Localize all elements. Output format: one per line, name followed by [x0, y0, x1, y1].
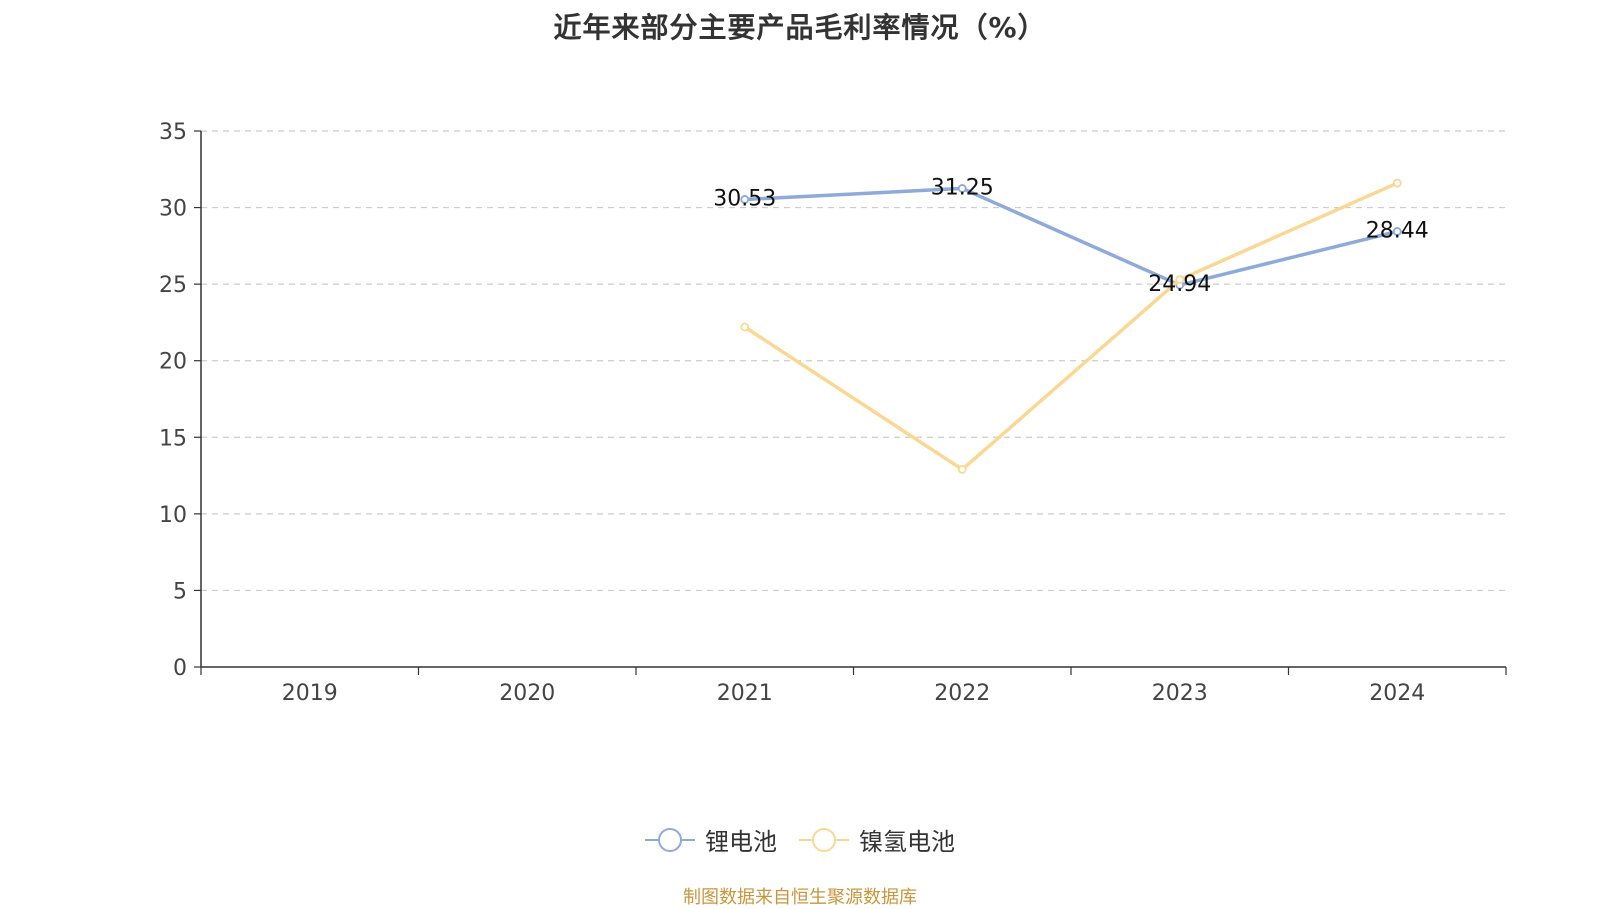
gridlines: [201, 130, 1506, 592]
y-tick-label: 35: [159, 120, 187, 145]
y-tick-label: 5: [173, 579, 187, 604]
y-tick-label: 0: [173, 656, 187, 681]
legend-item-lithium[interactable]: 锂电池: [645, 822, 777, 857]
y-tick-label: 10: [159, 503, 187, 528]
data-point: [1175, 275, 1185, 284]
y-tick-label: 25: [159, 273, 187, 298]
data-point: [957, 465, 967, 474]
x-tick-label: 2021: [717, 681, 773, 706]
data-label: 30.53: [713, 186, 776, 211]
y-tick-label: 20: [159, 350, 187, 375]
y-tick-label: 15: [159, 426, 187, 451]
legend-label: 镍氢电池: [859, 828, 955, 856]
data-point: [957, 184, 967, 193]
x-tick-label: 2019: [282, 681, 338, 706]
legend-line-circle-icon: [645, 827, 695, 852]
legend: 锂电池 镍氢电池: [0, 822, 1600, 857]
data-label: 31.25: [931, 175, 994, 200]
series-line: [743, 181, 1399, 472]
legend-label: 锂电池: [705, 828, 777, 856]
data-point: [740, 322, 750, 332]
series-line: [743, 186, 1399, 287]
data-point: [740, 195, 750, 204]
chart-title: 近年来部分主要产品毛利率情况（%）: [553, 11, 1047, 44]
source-note: 制图数据来自恒生聚源数据库: [683, 887, 917, 908]
legend-item-nimh[interactable]: 镍氢电池: [799, 822, 955, 857]
x-tick-label: 2022: [934, 681, 990, 706]
data-point: [1392, 227, 1402, 236]
y-tick-label: 30: [159, 197, 187, 222]
data-labels: 30.53 31.25 24.94 28.44: [713, 175, 1428, 297]
data-label: 28.44: [1366, 218, 1429, 243]
data-point: [1392, 178, 1402, 188]
x-tick-label: 2023: [1152, 681, 1208, 706]
series-lines: [740, 178, 1402, 474]
x-tick-label: 2024: [1369, 681, 1425, 706]
axes: 0 5 10 15 20 25 30 35 2019 2020 2021 2022 2023 2024: [159, 120, 1507, 706]
data-label: 24.94: [1148, 272, 1211, 297]
x-tick-label: 2020: [499, 681, 555, 706]
legend-line-circle-icon: [799, 827, 849, 852]
